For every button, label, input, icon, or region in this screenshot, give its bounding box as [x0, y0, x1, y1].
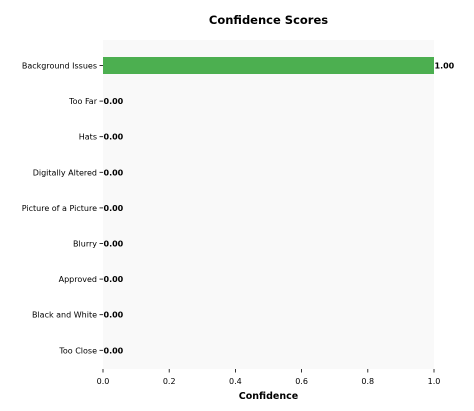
value-label-background-issues: 1.00	[435, 62, 455, 71]
category-label-too-far: Too Far	[68, 97, 98, 106]
y-axis-ticks	[99, 65, 103, 351]
x-axis-label: Confidence	[239, 391, 298, 402]
x-tick-label: 0.8	[361, 377, 374, 386]
category-label-approved: Approved	[59, 275, 97, 284]
value-label-approved: 0.00	[104, 275, 124, 284]
value-labels: 1.00 0.00 0.00 0.00 0.00 0.00 0.00 0.00 0.00	[104, 62, 455, 356]
chart-title: Confidence Scores	[209, 13, 328, 27]
value-label-picture-of-a-picture: 0.00	[104, 204, 124, 213]
x-axis-ticks: 0.0 0.2 0.4 0.6 0.8 1.0	[97, 369, 441, 386]
category-label-picture-of-a-picture: Picture of a Picture	[22, 204, 97, 213]
category-label-background-issues: Background Issues	[22, 62, 97, 71]
x-tick-label: 1.0	[428, 377, 441, 386]
value-label-digitally-altered: 0.00	[104, 168, 124, 177]
x-tick-label: 0.0	[97, 377, 110, 386]
category-label-too-close: Too Close	[58, 346, 97, 355]
bar-group	[103, 57, 434, 74]
x-tick-label: 0.2	[163, 377, 176, 386]
plot-area	[103, 40, 434, 369]
x-tick-label: 0.6	[295, 377, 308, 386]
value-label-too-close: 0.00	[104, 346, 124, 355]
value-label-hats: 0.00	[104, 133, 124, 142]
value-label-black-and-white: 0.00	[104, 311, 124, 320]
category-label-blurry: Blurry	[73, 240, 97, 249]
value-label-too-far: 0.00	[104, 97, 124, 106]
value-label-blurry: 0.00	[104, 240, 124, 249]
category-label-hats: Hats	[79, 133, 97, 142]
category-label-digitally-altered: Digitally Altered	[33, 168, 97, 177]
bar-background-issues	[103, 57, 434, 74]
x-tick-label: 0.4	[229, 377, 242, 386]
category-labels: Background Issues Too Far Hats Digitally Al…	[22, 62, 98, 356]
category-label-black-and-white: Black and White	[32, 311, 97, 320]
